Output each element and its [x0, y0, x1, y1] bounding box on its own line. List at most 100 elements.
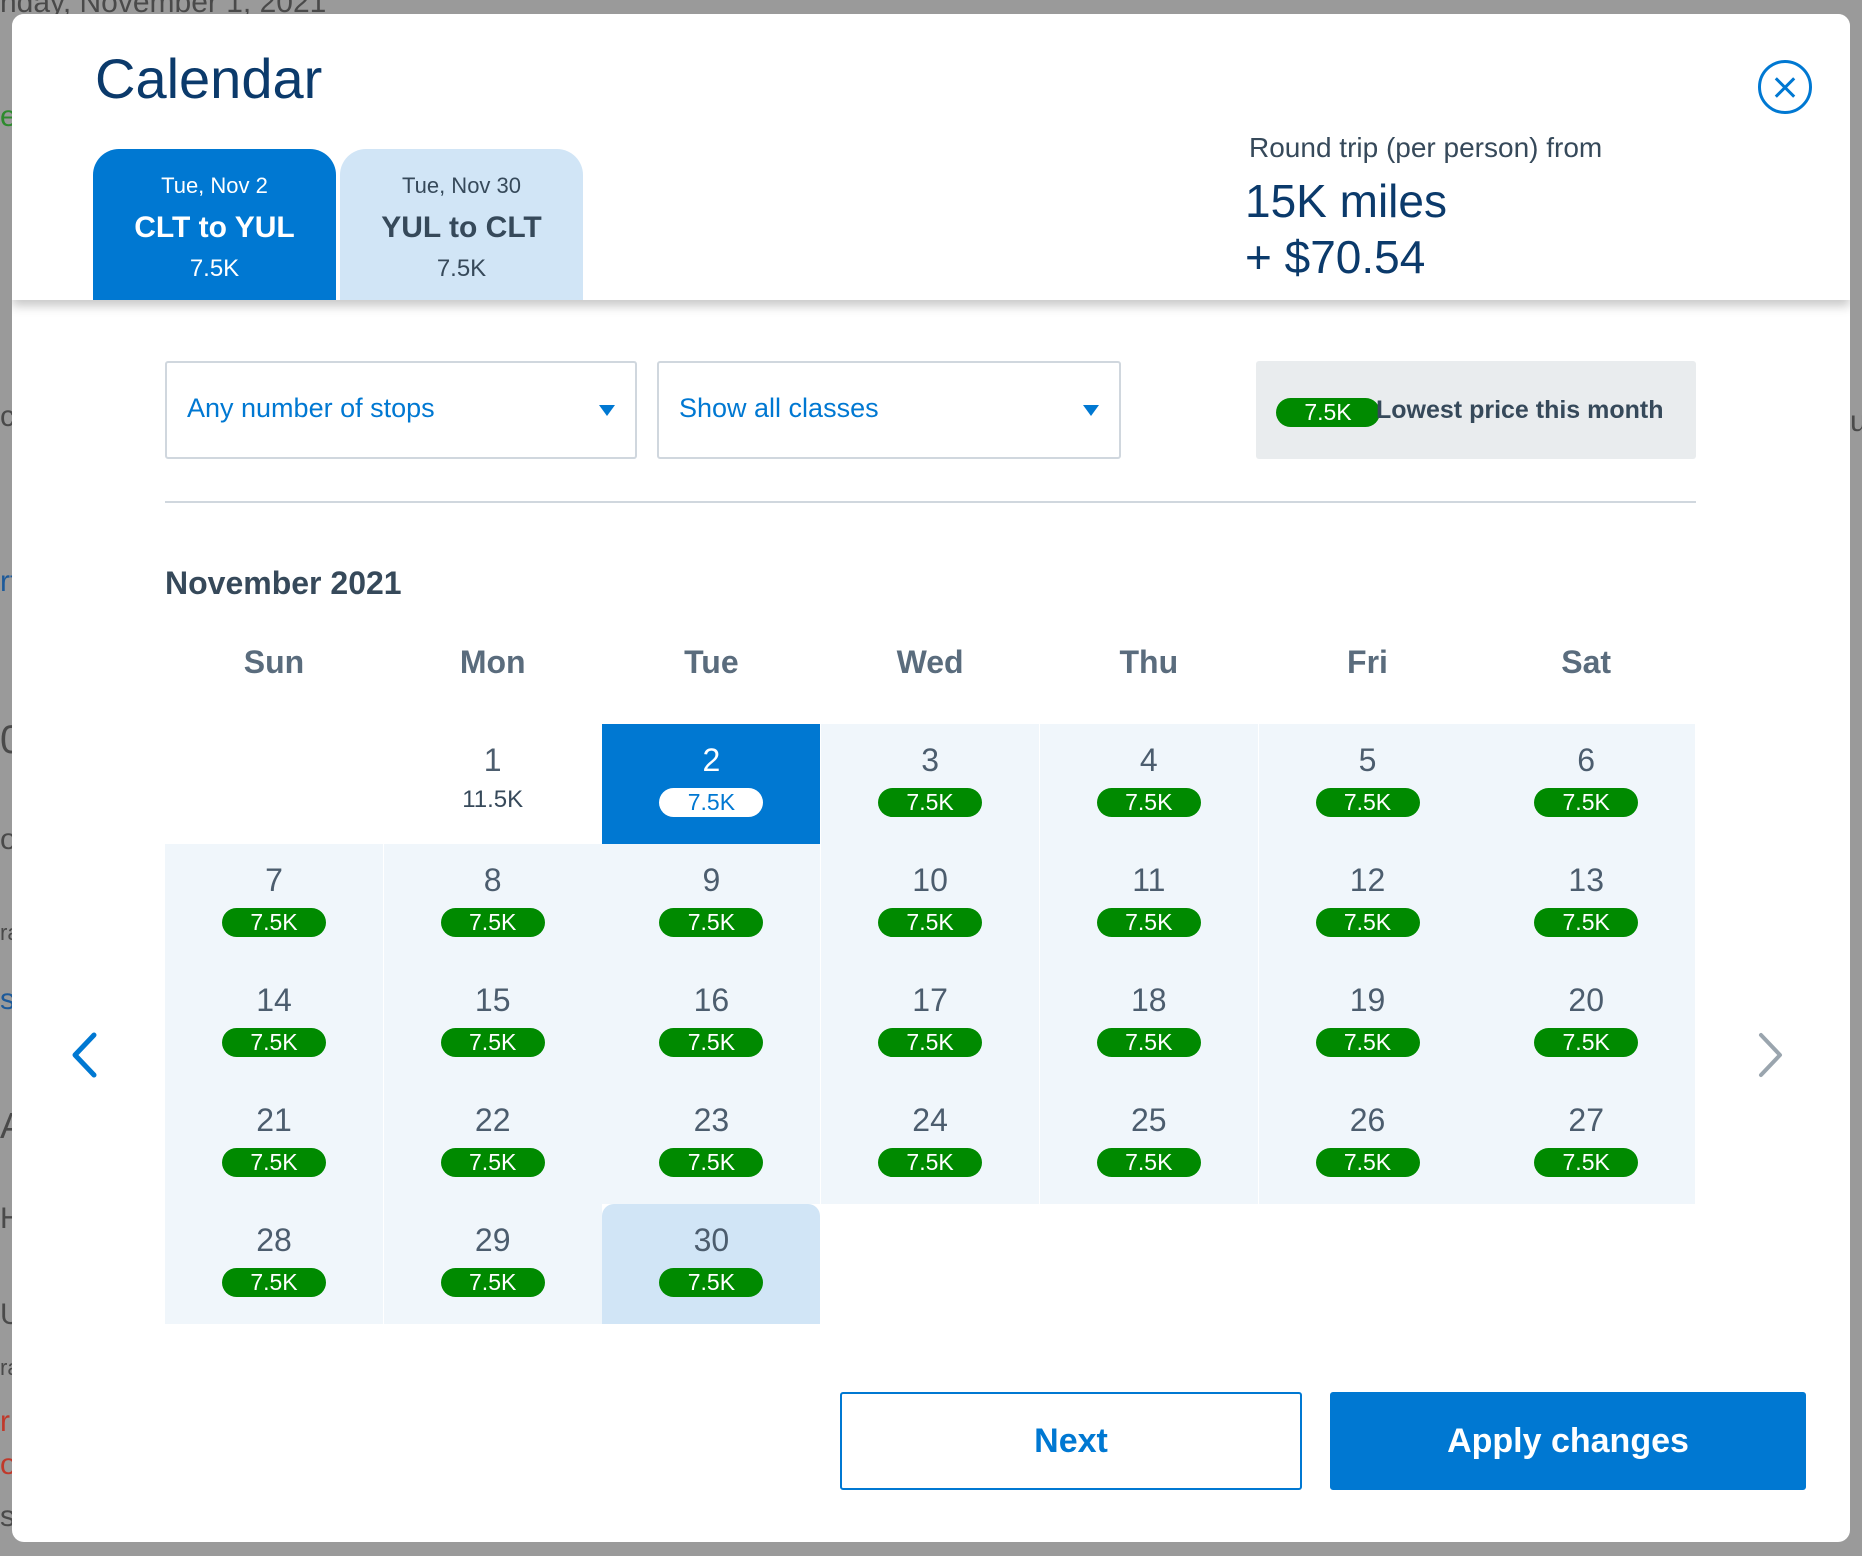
- month-title: November 2021: [165, 565, 402, 601]
- legend-text: Lowest price this month: [1376, 396, 1664, 424]
- calendar-day-28[interactable]: 28 7.5K: [165, 1204, 383, 1324]
- class-select[interactable]: Show all classes: [657, 361, 1121, 459]
- calendar-day-30[interactable]: 30 7.5K: [602, 1204, 821, 1324]
- background-text: s: [0, 983, 15, 1016]
- calendar-day-26[interactable]: 26 7.5K: [1258, 1084, 1477, 1204]
- calendar-day-2[interactable]: 2 7.5K: [602, 724, 821, 844]
- background-text: c: [0, 400, 15, 433]
- lowest-price-pill: 7.5K: [440, 1268, 545, 1297]
- day-number: 2: [702, 742, 721, 778]
- weekday-label: Wed: [896, 644, 964, 680]
- calendar-day-21[interactable]: 21 7.5K: [165, 1084, 383, 1204]
- calendar-day-10[interactable]: 10 7.5K: [821, 844, 1040, 964]
- day-number: 1: [483, 742, 502, 778]
- day-number: 28: [256, 1222, 292, 1258]
- calendar-day-12[interactable]: 12 7.5K: [1258, 844, 1477, 964]
- weekday-label: Fri: [1347, 644, 1388, 680]
- calendar-day-19[interactable]: 19 7.5K: [1258, 964, 1477, 1084]
- day-number: 6: [1577, 742, 1596, 778]
- day-number: 26: [1349, 1102, 1386, 1138]
- day-number: 24: [912, 1102, 948, 1138]
- apply-changes-button[interactable]: Apply changes: [1330, 1392, 1806, 1490]
- lowest-price-pill: 7.5K: [878, 1028, 983, 1057]
- stops-select[interactable]: Any number of stops: [165, 361, 637, 459]
- calendar-day-29[interactable]: 29 7.5K: [383, 1204, 602, 1324]
- calendar-day-6[interactable]: 6 7.5K: [1477, 724, 1696, 844]
- calendar-day-13[interactable]: 13 7.5K: [1477, 844, 1696, 964]
- lowest-price-pill: 7.5K: [1534, 788, 1639, 817]
- price-legend: 7.5K Lowest price this month: [1256, 361, 1696, 459]
- lowest-price-pill: 7.5K: [878, 1148, 983, 1177]
- day-number: 27: [1568, 1102, 1604, 1138]
- lowest-price-pill: 7.5K: [1315, 1148, 1420, 1177]
- divider: [165, 501, 1696, 503]
- calendar-day-22[interactable]: 22 7.5K: [383, 1084, 602, 1204]
- day-number: 17: [912, 982, 948, 1018]
- stops-select-value: Any number of stops: [187, 393, 435, 423]
- background-text: s: [0, 1500, 15, 1533]
- caret-down-icon: [599, 405, 615, 416]
- close-icon[interactable]: [1758, 60, 1812, 114]
- calendar-day-18[interactable]: 18 7.5K: [1039, 964, 1258, 1084]
- tab-return-segment[interactable]: Tue, Nov 30 YUL to CLT 7.5K: [340, 149, 583, 300]
- calendar-day-16[interactable]: 16 7.5K: [602, 964, 821, 1084]
- day-number: 12: [1349, 862, 1386, 898]
- price-summary-cash: + $70.54: [1245, 231, 1426, 283]
- chevron-left-icon[interactable]: [70, 1032, 100, 1078]
- calendar-day-5[interactable]: 5 7.5K: [1258, 724, 1477, 844]
- calendar-day-14[interactable]: 14 7.5K: [165, 964, 383, 1084]
- day-number: 19: [1349, 982, 1386, 1018]
- calendar-day-15[interactable]: 15 7.5K: [383, 964, 602, 1084]
- calendar-day-25[interactable]: 25 7.5K: [1039, 1084, 1258, 1204]
- lowest-price-pill: 7.5K: [222, 1268, 326, 1297]
- calendar-day-27[interactable]: 27 7.5K: [1477, 1084, 1696, 1204]
- segment-miles: 7.5K: [436, 255, 487, 282]
- calendar-modal: Calendar Tue, Nov 2 CLT to YUL 7.5K Tue,…: [12, 14, 1850, 1542]
- day-number: 15: [474, 982, 511, 1018]
- calendar-day-20[interactable]: 20 7.5K: [1477, 964, 1696, 1084]
- lowest-price-pill: 7.5K: [1534, 1028, 1639, 1057]
- background-text: u: [1850, 405, 1862, 438]
- calendar-day-23[interactable]: 23 7.5K: [602, 1084, 821, 1204]
- background-text: r: [0, 1405, 10, 1438]
- tab-outbound-segment[interactable]: Tue, Nov 2 CLT to YUL 7.5K: [93, 149, 336, 300]
- day-number: 22: [474, 1102, 511, 1138]
- day-number: 23: [693, 1102, 730, 1138]
- day-price: 11.5K: [462, 786, 524, 813]
- calendar-day-24[interactable]: 24 7.5K: [821, 1084, 1040, 1204]
- lowest-price-pill: 7.5K: [659, 1028, 764, 1057]
- calendar-day-8[interactable]: 8 7.5K: [383, 844, 602, 964]
- day-number: 11: [1132, 862, 1166, 898]
- calendar-day-4[interactable]: 4 7.5K: [1039, 724, 1258, 844]
- calendar-day-17[interactable]: 17 7.5K: [821, 964, 1040, 1084]
- day-number: 20: [1568, 982, 1604, 1018]
- lowest-price-pill: 7.5K: [440, 1028, 545, 1057]
- day-number: 3: [921, 742, 939, 778]
- calendar-day-1[interactable]: 1 11.5K: [384, 724, 602, 844]
- day-number: 9: [702, 862, 721, 898]
- lowest-price-pill: 7.5K: [440, 908, 545, 937]
- segment-route: YUL to CLT: [381, 211, 542, 244]
- price-summary-label: Round trip (per person) from: [1249, 132, 1603, 163]
- caret-down-icon: [1083, 405, 1099, 416]
- lowest-price-pill: 7.5K: [878, 788, 983, 817]
- lowest-price-pill: 7.5K: [659, 788, 764, 817]
- day-number: 4: [1139, 742, 1158, 778]
- day-number: 30: [693, 1222, 730, 1258]
- lowest-price-pill: 7.5K: [1096, 1148, 1201, 1177]
- day-number: 21: [256, 1102, 292, 1138]
- day-number: 16: [693, 982, 730, 1018]
- next-button[interactable]: Next: [840, 1392, 1302, 1490]
- lowest-price-pill: 7.5K: [1096, 788, 1201, 817]
- calendar-day-9[interactable]: 9 7.5K: [602, 844, 821, 964]
- lowest-price-pill: 7.5K: [1534, 908, 1639, 937]
- modal-header: Calendar Tue, Nov 2 CLT to YUL 7.5K Tue,…: [12, 14, 1850, 300]
- calendar-day-7[interactable]: 7 7.5K: [165, 844, 383, 964]
- lowest-price-pill: 7.5K: [1534, 1148, 1639, 1177]
- calendar-day-3[interactable]: 3 7.5K: [821, 724, 1040, 844]
- chevron-right-icon[interactable]: [1755, 1032, 1785, 1077]
- lowest-price-pill: 7.5K: [659, 1268, 764, 1297]
- day-number: 29: [474, 1222, 511, 1258]
- lowest-price-pill: 7.5K: [659, 908, 764, 937]
- calendar-day-11[interactable]: 11 7.5K: [1039, 844, 1258, 964]
